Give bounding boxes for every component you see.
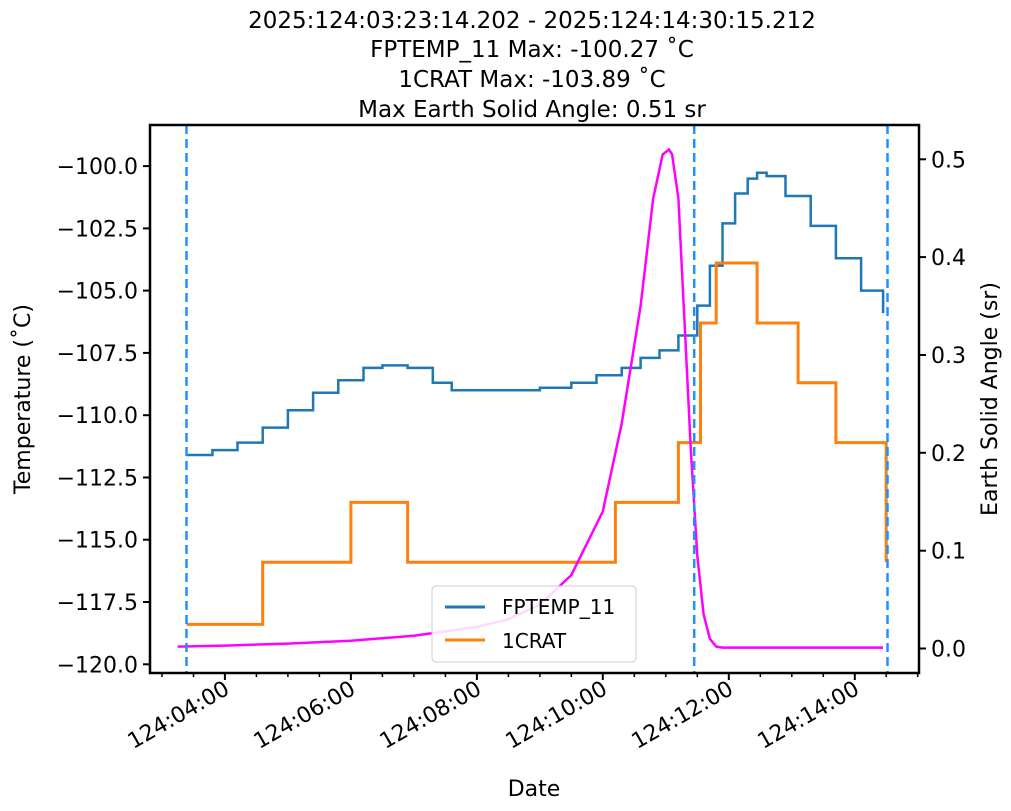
y-axis-right-label: Earth Solid Angle (sr) — [978, 282, 1003, 516]
y-right-tick-label: 0.0 — [931, 638, 966, 663]
y-axis-left-label: Temperature (˚C) — [11, 304, 36, 495]
x-tick-label: 124:06:00 — [250, 677, 360, 755]
y-left-tick-label: −112.5 — [57, 467, 138, 492]
legend-box — [431, 585, 637, 663]
y-left-tick-label: −100.0 — [57, 155, 138, 180]
x-tick-label: 124:10:00 — [502, 677, 612, 755]
y-right-tick-label: 0.1 — [931, 540, 966, 565]
series-line-earth-solid-angle — [177, 147, 884, 649]
y-left-tick-label: −107.5 — [57, 342, 138, 367]
legend-label-1crat: 1CRAT — [502, 629, 567, 653]
x-tick-label: 124:04:00 — [124, 677, 234, 755]
title-line-4: Max Earth Solid Angle: 0.51 sr — [358, 97, 706, 123]
legend-label-fptemp: FPTEMP_11 — [502, 595, 615, 619]
y-right-tick-label: 0.5 — [931, 148, 966, 173]
plot-frame — [148, 123, 921, 675]
vertical-marker-layer — [185, 125, 889, 673]
y-right-tick-label: 0.2 — [931, 442, 966, 467]
series-line-1crat — [186, 261, 888, 626]
y-axis-right: 0.0 0.1 0.2 0.3 0.4 0.5 — [919, 148, 966, 663]
x-tick-label: 124:08:00 — [376, 677, 486, 755]
title-line-1: 2025:124:03:23:14.202 - 2025:124:14:30:1… — [248, 8, 816, 34]
y-left-tick-label: −105.0 — [57, 280, 138, 305]
y-left-tick-label: −110.0 — [57, 404, 138, 429]
plot-series-layer — [177, 147, 888, 649]
series-line-fptemp-11 — [186, 171, 885, 457]
y-axis-left: −100.0 −102.5 −105.0 −107.5 −110.0 −112.5 −115… — [57, 155, 150, 678]
title-line-3: 1CRAT Max: -103.89 ˚C — [398, 66, 665, 93]
y-left-tick-label: −115.0 — [57, 529, 138, 554]
y-right-tick-label: 0.3 — [931, 344, 966, 369]
x-tick-label: 124:12:00 — [628, 677, 738, 755]
chart-title: 2025:124:03:23:14.202 - 2025:124:14:30:1… — [248, 8, 816, 123]
x-tick-label: 124:14:00 — [754, 677, 864, 755]
legend: FPTEMP_11 1CRAT — [431, 585, 637, 663]
x-axis: 124:04:00 124:06:00 124:08:00 124:10:00 124:… — [124, 673, 919, 755]
y-left-tick-label: −117.5 — [57, 591, 138, 616]
x-axis-label: Date — [508, 777, 561, 802]
title-line-2: FPTEMP_11 Max: -100.27 ˚C — [370, 36, 694, 63]
y-right-tick-label: 0.4 — [931, 246, 966, 271]
y-left-tick-label: −120.0 — [57, 653, 138, 678]
y-left-tick-label: −102.5 — [57, 217, 138, 242]
